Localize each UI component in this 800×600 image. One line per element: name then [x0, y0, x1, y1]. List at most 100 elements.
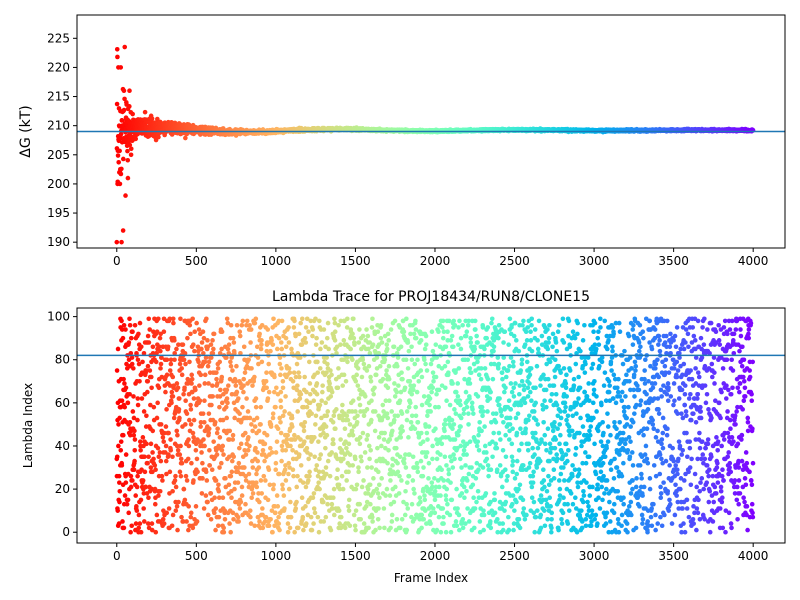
lambda-point [137, 379, 142, 384]
lambda-point [145, 460, 150, 466]
lambda-point [133, 493, 139, 498]
lambda-point [239, 322, 245, 328]
lambda-point [189, 372, 195, 378]
lambda-point [220, 495, 226, 501]
lambda-point [121, 376, 126, 382]
lambda-point [127, 322, 133, 328]
lambda-point [176, 407, 182, 412]
lambda-point [141, 506, 146, 511]
lambda-point [237, 333, 243, 339]
lambda-point [230, 432, 236, 438]
lambda-point [246, 471, 252, 477]
lambda-point [228, 359, 233, 365]
lambda-point [217, 404, 222, 410]
lambda-point [215, 366, 221, 371]
lambda-point [191, 396, 197, 401]
lambda-point [140, 435, 146, 440]
lambda-point [221, 525, 226, 531]
lambda-point [202, 398, 207, 404]
lambda-point [264, 432, 270, 438]
lambda-point [253, 445, 258, 451]
lambda-point [243, 501, 248, 507]
lambda-point [233, 383, 239, 388]
lambda-point [235, 480, 241, 485]
lambda-point [200, 460, 205, 466]
lambda-point [150, 450, 155, 455]
lambda-point [135, 396, 141, 401]
x-tick-label: 2000 [420, 254, 451, 268]
delta-g-panel: 0 500 1000 1500 2000 2500 3000 3500 4000 1901952… [18, 14, 786, 268]
delta-g-point [118, 171, 124, 177]
lambda-point [170, 512, 176, 518]
lambda-point [199, 450, 204, 455]
delta-g-point [127, 142, 133, 148]
lambda-point [123, 385, 129, 391]
lambda-point [179, 514, 184, 520]
lambda-point [116, 443, 121, 449]
lambda-point [257, 331, 262, 337]
lambda-point [258, 346, 264, 352]
delta-g-point [125, 157, 131, 163]
lambda-point [120, 432, 126, 438]
lambda-point [202, 372, 208, 378]
lambda-point [205, 363, 211, 369]
lambda-point [149, 521, 155, 526]
lambda-point [259, 338, 264, 343]
lambda-point [199, 346, 204, 352]
lambda-point [221, 529, 227, 535]
lambda-point [212, 419, 218, 425]
lambda-point [167, 469, 173, 475]
lambda-point [144, 413, 149, 419]
lambda-point [119, 398, 125, 404]
lambda-point [211, 346, 216, 352]
lambda-point [183, 398, 188, 404]
lambda-point [114, 368, 120, 373]
lambda-point [258, 478, 264, 483]
lambda-point [164, 357, 170, 363]
lambda-point [155, 445, 161, 451]
lambda-point [246, 357, 251, 363]
lambda-point [181, 357, 187, 363]
lambda-point [238, 441, 244, 447]
lambda-point [132, 458, 137, 464]
lambda-point [265, 327, 271, 332]
lambda-point [262, 441, 268, 447]
lambda-point [137, 320, 143, 326]
lambda-point [166, 506, 172, 511]
delta-g-point [122, 44, 128, 50]
lambda-point [207, 463, 212, 468]
lambda-point [258, 422, 263, 427]
lambda-point [116, 422, 121, 427]
lambda-point [186, 443, 192, 449]
lambda-point [156, 316, 161, 322]
lambda-point [230, 368, 235, 373]
lambda-point [205, 512, 211, 518]
lambda-point [247, 415, 253, 421]
delta-g-point [120, 228, 126, 233]
lambda-point [169, 389, 175, 395]
lambda-point [201, 419, 207, 425]
lambda-point [248, 340, 253, 345]
lambda-point [175, 385, 181, 391]
lambda-point [237, 411, 242, 416]
lambda-point [129, 361, 135, 367]
lambda-point [199, 491, 205, 496]
lambda-point [224, 415, 230, 421]
delta-g-point [114, 46, 120, 52]
lambda-point [196, 327, 202, 332]
lambda-point [215, 523, 221, 529]
lambda-point [114, 454, 120, 460]
x-tick-label: 3500 [658, 254, 689, 268]
lambda-point [191, 478, 196, 483]
lambda-point [128, 484, 134, 490]
lambda-point [212, 495, 217, 501]
lambda-point [160, 516, 166, 522]
lambda-point [180, 342, 186, 347]
lambda-point [214, 370, 219, 375]
lambda-point [177, 361, 183, 367]
lambda-point [152, 463, 158, 468]
lambda-point [232, 486, 237, 492]
lambda-point [130, 478, 135, 483]
lambda-point [225, 400, 230, 406]
